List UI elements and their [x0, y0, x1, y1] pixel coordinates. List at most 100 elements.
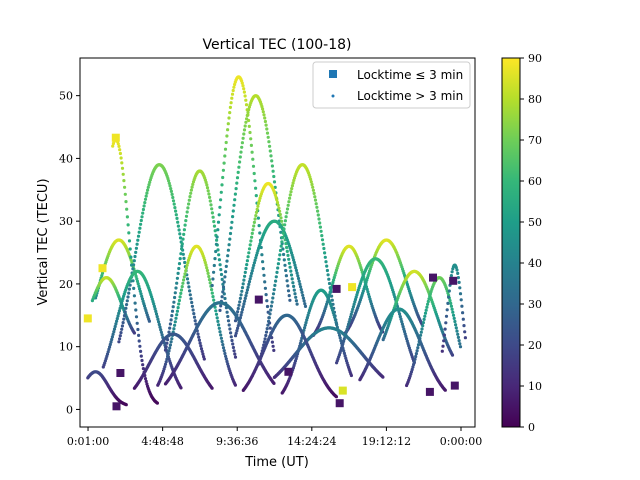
tec-point	[187, 285, 191, 289]
tec-point	[238, 300, 242, 304]
tec-point	[272, 381, 276, 385]
tec-point	[219, 198, 223, 202]
tec-point	[233, 82, 237, 87]
tec-point	[277, 206, 281, 210]
tec-point	[456, 276, 460, 280]
colorbar-tick-label: 30	[528, 298, 542, 311]
colorbar-tick-label: 60	[528, 175, 542, 188]
tec-point	[126, 223, 130, 227]
tec-point	[400, 322, 404, 326]
tec-point	[264, 123, 268, 127]
tec-point	[199, 347, 204, 351]
tec-point	[220, 295, 224, 299]
tec-point	[456, 271, 460, 275]
tec-point	[337, 333, 342, 337]
tec-point	[109, 340, 113, 344]
tec-point	[287, 200, 291, 204]
tec-point	[117, 144, 121, 148]
tec-point	[263, 337, 267, 341]
tec-point	[219, 268, 223, 272]
tec-point	[219, 190, 223, 194]
tec-point	[446, 301, 450, 305]
tec-point	[320, 238, 325, 242]
tec-point	[205, 266, 209, 270]
tec-point	[287, 261, 291, 265]
tec-point	[226, 128, 230, 132]
tec-point	[443, 388, 447, 392]
tec-point	[454, 323, 458, 327]
tec-point	[164, 360, 168, 364]
tec-point	[141, 207, 145, 212]
tec-point	[112, 327, 117, 331]
tec-point	[225, 359, 229, 364]
tec-point	[186, 206, 190, 210]
tec-point	[260, 104, 264, 109]
tec-point	[295, 271, 299, 275]
tec-point	[292, 258, 296, 262]
tec-point	[271, 169, 275, 173]
tec-point	[224, 140, 228, 145]
tec-point	[325, 264, 329, 268]
tec-point	[323, 251, 327, 255]
tec-point	[278, 248, 283, 253]
tec-point	[239, 150, 243, 154]
tec-point	[252, 261, 256, 265]
tec-point	[271, 344, 275, 348]
tec-point	[118, 148, 122, 152]
tec-point	[440, 349, 444, 353]
tec-point	[146, 185, 150, 189]
tec-point	[305, 318, 309, 322]
tec-point	[183, 272, 187, 276]
tec-point	[291, 181, 295, 185]
tec-point	[289, 269, 293, 273]
tec-point	[327, 295, 331, 299]
tec-point	[309, 180, 313, 184]
tec-point	[135, 321, 139, 325]
tec-point	[117, 311, 121, 315]
tec-point	[134, 246, 138, 250]
tec-point	[202, 355, 206, 359]
tec-point	[251, 157, 255, 161]
locktime-markers	[83, 133, 459, 411]
tec-point	[228, 327, 232, 331]
tec-point	[141, 367, 145, 371]
tec-point	[448, 299, 452, 303]
locktime-short-marker	[335, 399, 344, 408]
tec-point	[246, 285, 250, 289]
tec-point	[113, 324, 117, 329]
tec-point	[412, 362, 416, 367]
tec-point	[266, 323, 270, 327]
tec-point	[207, 192, 211, 196]
tec-point	[231, 342, 235, 346]
tec-point	[137, 339, 141, 343]
tec-point	[414, 354, 418, 359]
locktime-short-marker	[254, 295, 263, 304]
tec-point	[243, 296, 247, 300]
tec-point	[116, 142, 120, 146]
tec-point	[202, 357, 206, 361]
tec-point	[173, 206, 177, 210]
tec-point	[134, 274, 138, 278]
tec-point	[212, 298, 216, 302]
tec-point	[367, 292, 371, 296]
tec-point	[250, 231, 254, 235]
tec-point	[262, 273, 266, 277]
tec-point	[177, 298, 181, 303]
tec-point	[157, 322, 161, 327]
tec-point	[242, 90, 246, 94]
tec-point	[100, 271, 105, 275]
tec-point	[285, 207, 290, 211]
tec-point	[210, 386, 214, 390]
tec-point	[169, 318, 173, 322]
tec-point	[368, 297, 372, 301]
tec-point	[243, 274, 247, 278]
tec-point	[111, 144, 115, 148]
tec-point	[258, 231, 262, 235]
tec-point	[245, 113, 249, 118]
tec-point	[172, 300, 176, 304]
tec-point	[210, 291, 214, 295]
tec-point	[350, 310, 354, 314]
tec-point	[163, 365, 167, 369]
tec-point	[214, 312, 219, 316]
tec-point	[122, 179, 126, 183]
